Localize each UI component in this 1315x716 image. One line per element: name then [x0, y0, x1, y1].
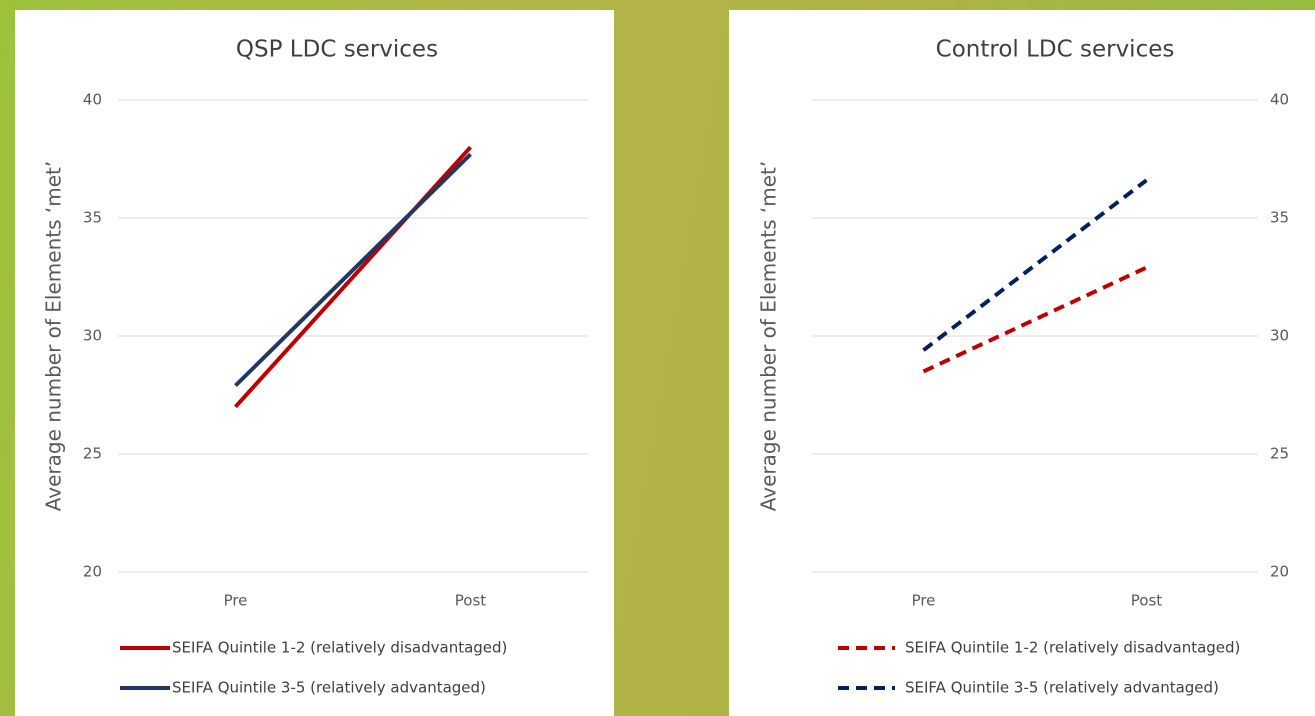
x-tick-label: Post [455, 592, 487, 610]
chart-title: QSP LDC services [236, 37, 438, 63]
x-tick-label: Pre [912, 592, 936, 610]
y-tick-label: 20 [1270, 563, 1289, 581]
line-series [234, 152, 472, 387]
y-tick-label: 25 [83, 445, 102, 463]
y-tick-label: 40 [1270, 91, 1289, 109]
line-series [922, 265, 1148, 374]
y-tick-label: 40 [83, 91, 102, 109]
x-tick-label: Post [1131, 592, 1163, 610]
y-tick-label: 25 [1270, 445, 1289, 463]
legend-label: SEIFA Quintile 3-5 (relatively advantage… [172, 679, 486, 697]
chart-title: Control LDC services [936, 37, 1175, 63]
y-tick-label: 35 [1270, 209, 1289, 227]
panel [15, 10, 614, 716]
line-series [922, 178, 1148, 352]
legend-label: SEIFA Quintile 1-2 (relatively disadvant… [172, 639, 507, 657]
y-tick-label: 30 [1270, 327, 1289, 345]
y-tick-label: 20 [83, 563, 102, 581]
x-tick-label: Pre [224, 592, 248, 610]
legend-label: SEIFA Quintile 1-2 (relatively disadvant… [905, 639, 1240, 657]
panel [729, 10, 1315, 716]
y-tick-label: 35 [83, 209, 102, 227]
y-tick-label: 30 [83, 327, 102, 345]
y-axis-label: Average number of Elements ‘met’ [757, 161, 781, 511]
y-axis-label: Average number of Elements ‘met’ [42, 161, 66, 511]
legend-label: SEIFA Quintile 3-5 (relatively advantage… [905, 679, 1219, 697]
